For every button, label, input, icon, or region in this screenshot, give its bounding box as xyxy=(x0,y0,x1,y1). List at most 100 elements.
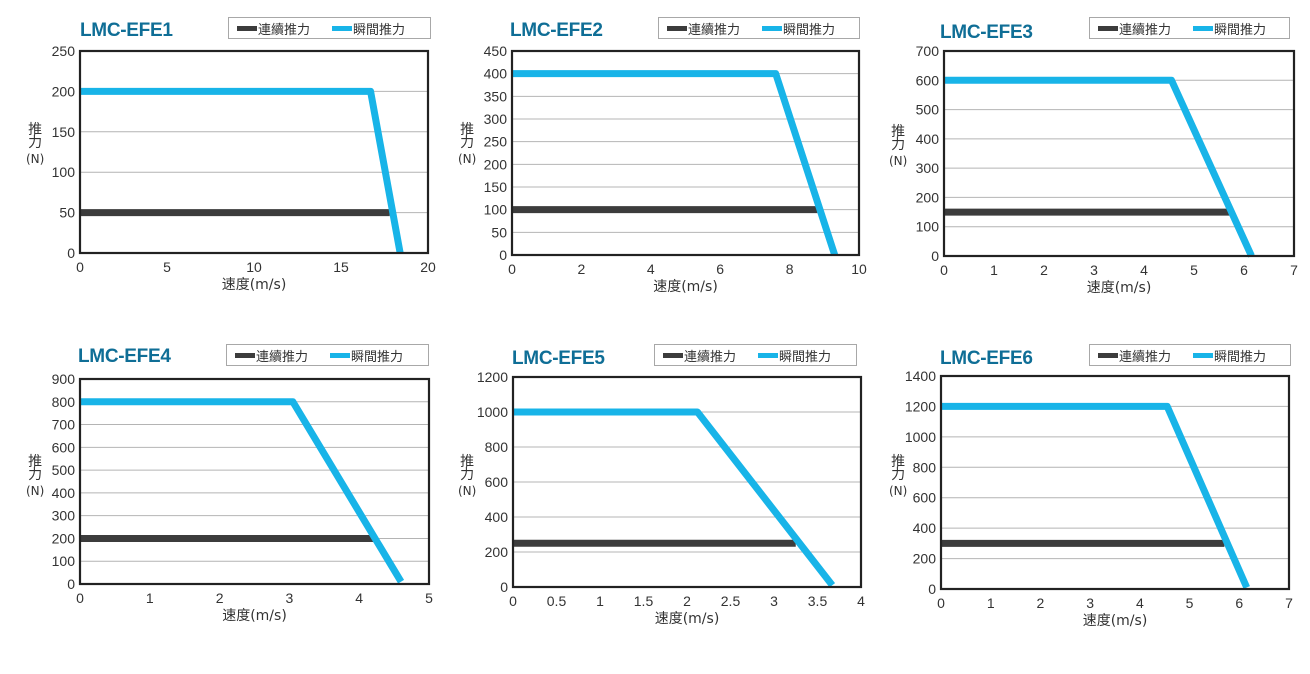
x-tick-label: 8 xyxy=(786,261,794,277)
x-tick-label: 5 xyxy=(425,590,433,606)
y-tick-label: 100 xyxy=(52,164,76,180)
y-tick-label: 200 xyxy=(484,156,508,172)
y-tick-label: 1000 xyxy=(477,404,508,420)
y-tick-label: 250 xyxy=(52,43,76,59)
legend-label: 連續推力 xyxy=(1119,349,1172,365)
legend: 連續推力 瞬間推力 xyxy=(658,17,860,39)
y-axis-label-part: 推 xyxy=(460,454,475,470)
x-tick-label: 2 xyxy=(578,261,586,277)
series-line-peak xyxy=(512,70,839,257)
legend-item-peak: 瞬間推力 xyxy=(1193,19,1266,38)
y-tick-label: 50 xyxy=(59,205,75,221)
legend-swatch-continuous xyxy=(667,25,687,31)
chart-title: LMC-EFE2 xyxy=(510,20,603,41)
x-tick-label: 1 xyxy=(990,262,998,278)
y-axis-label: 推力 (N) xyxy=(889,454,908,498)
y-tick-label: 300 xyxy=(52,508,76,524)
x-tick-label: 20 xyxy=(420,259,436,275)
y-axis-label: 推力 (N) xyxy=(458,123,476,166)
y-tick-label: 200 xyxy=(913,551,937,567)
y-tick-label: 50 xyxy=(491,224,507,240)
y-axis-label: 推力 (N) xyxy=(26,123,44,166)
legend: 連續推力 瞬間推力 xyxy=(1089,17,1290,39)
x-tick-label: 4 xyxy=(1136,595,1144,611)
y-axis-label-part: (N) xyxy=(889,484,908,498)
x-tick-label: 3 xyxy=(1090,262,1098,278)
x-tick-label: 2 xyxy=(1037,595,1045,611)
legend-item-continuous: 連續推力 xyxy=(235,346,308,365)
x-tick-label: 3.5 xyxy=(808,593,828,609)
y-tick-label: 150 xyxy=(484,179,508,195)
plot-area: 0 200 400 600 800 1000 1200 0 0.5 1 1.5 2 2.5 3 3.5 4 xyxy=(477,369,865,609)
y-tick-label: 400 xyxy=(913,520,937,536)
y-tick-label: 1000 xyxy=(905,429,936,445)
y-tick-label: 400 xyxy=(52,485,76,501)
x-tick-label: 4 xyxy=(647,261,655,277)
legend-swatch-continuous xyxy=(235,352,255,358)
legend-item-peak: 瞬間推力 xyxy=(1193,346,1266,365)
legend-swatch-peak xyxy=(762,25,783,31)
chart-title: LMC-EFE5 xyxy=(512,348,605,369)
y-tick-label: 100 xyxy=(916,219,940,235)
series-line-peak xyxy=(513,408,836,588)
y-tick-label: 0 xyxy=(67,245,75,261)
plot-area: 0 100 200 300 400 500 600 700 0 1 2 3 4 5 6 7 xyxy=(916,43,1298,278)
y-tick-label: 800 xyxy=(913,459,937,475)
y-tick-label: 600 xyxy=(52,439,76,455)
x-tick-label: 0.5 xyxy=(547,593,567,609)
x-tick-label: 1.5 xyxy=(634,593,654,609)
y-tick-label: 500 xyxy=(52,462,76,478)
legend-swatch-peak xyxy=(330,352,351,358)
y-tick-label: 900 xyxy=(52,371,76,387)
chart-title: LMC-EFE4 xyxy=(78,346,171,367)
legend-label: 瞬間推力 xyxy=(351,349,404,365)
y-tick-label: 300 xyxy=(484,111,508,127)
legend-label: 瞬間推力 xyxy=(1214,22,1267,38)
x-tick-label: 1 xyxy=(596,593,604,609)
plot-frame xyxy=(939,374,1291,591)
x-tick-label: 0 xyxy=(76,259,84,275)
x-axis-label: 速度(m/s) xyxy=(221,277,287,293)
y-tick-label: 0 xyxy=(499,247,507,263)
chart-title: LMC-EFE6 xyxy=(940,348,1033,369)
y-tick-label: 0 xyxy=(928,581,936,597)
legend: 連續推力 瞬間推力 xyxy=(654,344,857,366)
x-tick-label: 6 xyxy=(716,261,724,277)
y-axis-label-part: 力 xyxy=(28,467,43,483)
y-tick-label: 250 xyxy=(484,134,508,150)
series-line-peak xyxy=(944,76,1255,258)
plot-area: 0 100 200 300 400 500 600 700 800 900 0 1 2 3 4 5 xyxy=(52,371,433,606)
plot-frame xyxy=(78,49,430,255)
x-axis-label: 速度(m/s) xyxy=(654,611,720,627)
legend: 連續推力 瞬間推力 xyxy=(1089,344,1291,366)
legend-label: 連續推力 xyxy=(258,22,311,38)
legend-label: 連續推力 xyxy=(256,349,309,365)
y-tick-label: 200 xyxy=(916,189,940,205)
x-tick-label: 6 xyxy=(1235,595,1243,611)
legend-item-continuous: 連續推力 xyxy=(667,19,740,38)
y-axis-label-part: 力 xyxy=(460,135,475,151)
x-tick-label: 4 xyxy=(857,593,865,609)
plot-frame xyxy=(78,377,431,586)
x-tick-label: 0 xyxy=(940,262,948,278)
legend-label: 瞬間推力 xyxy=(1214,349,1267,365)
y-tick-label: 800 xyxy=(485,439,509,455)
y-tick-label: 500 xyxy=(916,102,940,118)
legend-item-peak: 瞬間推力 xyxy=(330,346,403,365)
y-tick-label: 200 xyxy=(52,83,76,99)
chart-title: LMC-EFE1 xyxy=(80,20,173,41)
x-tick-label: 7 xyxy=(1290,262,1298,278)
legend-item-continuous: 連續推力 xyxy=(663,346,736,365)
y-axis-label-part: 推 xyxy=(891,454,906,470)
chart-title: LMC-EFE3 xyxy=(940,22,1033,43)
legend-item-continuous: 連續推力 xyxy=(1098,346,1171,365)
y-tick-label: 0 xyxy=(67,576,75,592)
y-tick-label: 200 xyxy=(52,530,76,546)
x-tick-label: 1 xyxy=(987,595,995,611)
x-tick-label: 0 xyxy=(509,593,517,609)
x-tick-label: 3 xyxy=(1086,595,1094,611)
x-tick-label: 3 xyxy=(286,590,294,606)
y-tick-label: 400 xyxy=(485,509,509,525)
y-axis-label-part: 力 xyxy=(460,467,475,483)
legend: 連續推力 瞬間推力 xyxy=(228,17,431,39)
